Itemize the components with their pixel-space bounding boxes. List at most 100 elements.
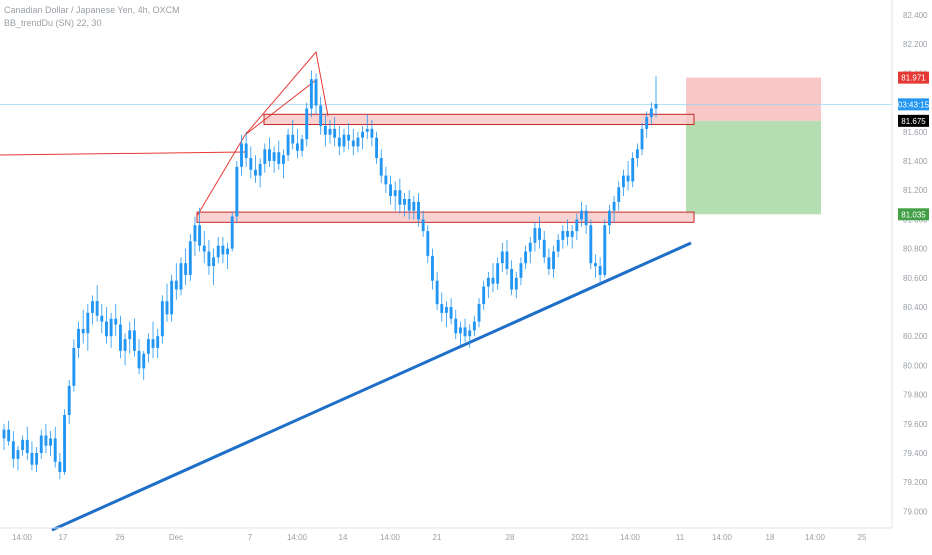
stop-loss-label-bg bbox=[898, 71, 929, 84]
y-tick-label: 79.000 bbox=[903, 507, 928, 516]
candle-body bbox=[53, 438, 57, 462]
uptrend-line bbox=[51, 241, 692, 532]
candle-body bbox=[105, 321, 108, 337]
last-price-label-bg bbox=[898, 114, 929, 127]
y-tick-label: 80.800 bbox=[903, 245, 928, 254]
stop-loss-zone bbox=[686, 77, 821, 121]
y-tick-label: 81.200 bbox=[903, 186, 928, 195]
candle-body bbox=[607, 210, 611, 226]
countdown-label: 03:43:15 bbox=[898, 100, 930, 109]
candle-body bbox=[538, 228, 542, 240]
x-tick-label: 14:00 bbox=[620, 533, 641, 542]
candle-body bbox=[449, 307, 453, 319]
candle-body bbox=[561, 231, 565, 240]
candle-body bbox=[184, 263, 188, 275]
chart-legend: Canadian Dollar / Japanese Yen, 4h, OXCM… bbox=[4, 4, 180, 30]
candles bbox=[2, 70, 658, 480]
x-tick-label: 7 bbox=[248, 533, 253, 542]
candle-body bbox=[547, 257, 551, 270]
candle-body bbox=[500, 251, 504, 264]
candle-body bbox=[575, 219, 579, 232]
axes: 82.40082.20082.00081.80081.60081.40081.2… bbox=[0, 0, 930, 542]
y-tick-label: 80.600 bbox=[903, 274, 928, 283]
candle-body bbox=[621, 175, 625, 188]
support-box bbox=[196, 211, 695, 223]
candle-body bbox=[654, 104, 658, 109]
candle-body bbox=[370, 128, 374, 138]
zigzag-line bbox=[244, 79, 317, 136]
candle-body bbox=[128, 330, 132, 340]
candle-body bbox=[417, 201, 420, 220]
candle-body bbox=[160, 301, 164, 337]
take-profit-zone bbox=[686, 120, 821, 215]
candle-body bbox=[226, 248, 229, 255]
candle-body bbox=[552, 251, 555, 270]
candle-body bbox=[174, 280, 178, 290]
candle-body bbox=[277, 152, 281, 164]
candle-body bbox=[603, 225, 607, 275]
candle-body bbox=[398, 190, 402, 205]
candle-body bbox=[384, 175, 388, 185]
candle-body bbox=[91, 301, 94, 313]
candle-body bbox=[244, 143, 248, 159]
x-tick-label: 14:00 bbox=[380, 533, 401, 542]
candle-body bbox=[188, 241, 192, 275]
candle-body bbox=[454, 318, 458, 334]
candle-body bbox=[347, 134, 351, 141]
candle-body bbox=[35, 453, 39, 465]
candle-body bbox=[379, 158, 383, 176]
candle-body bbox=[309, 79, 313, 109]
x-tick-label: 17 bbox=[59, 533, 68, 542]
y-tick-label: 79.200 bbox=[903, 478, 928, 487]
candle-body bbox=[268, 149, 271, 161]
candle-body bbox=[258, 163, 262, 176]
candle-body bbox=[132, 330, 136, 351]
candle-body bbox=[580, 210, 583, 220]
candle-body bbox=[431, 255, 434, 281]
candle-body bbox=[635, 149, 639, 159]
candle-body bbox=[21, 439, 25, 451]
resistance-box bbox=[263, 113, 695, 125]
candle-body bbox=[566, 231, 569, 237]
candle-body bbox=[58, 461, 62, 472]
candle-body bbox=[570, 231, 574, 237]
candle-body bbox=[44, 435, 48, 446]
candle-body bbox=[235, 166, 239, 217]
candle-body bbox=[193, 225, 197, 242]
candle-body bbox=[472, 321, 476, 331]
candle-body bbox=[510, 269, 514, 290]
candle-body bbox=[254, 169, 257, 176]
candle-body bbox=[165, 301, 169, 315]
candle-body bbox=[617, 187, 621, 202]
x-tick-label: 14:00 bbox=[712, 533, 733, 542]
candle-body bbox=[212, 257, 216, 267]
candle-body bbox=[458, 327, 462, 334]
candle-body bbox=[156, 336, 160, 348]
candle-body bbox=[263, 149, 267, 164]
x-tick-label: 14:00 bbox=[12, 533, 33, 542]
candle-body bbox=[426, 231, 430, 256]
candle-body bbox=[491, 277, 495, 284]
candle-body bbox=[337, 137, 341, 147]
candle-body bbox=[67, 385, 71, 416]
candle-body bbox=[202, 245, 206, 252]
candle-body bbox=[221, 245, 225, 255]
y-tick-label: 80.000 bbox=[903, 361, 928, 370]
candle-body bbox=[49, 438, 53, 446]
x-tick-label: 28 bbox=[506, 533, 515, 542]
candle-body bbox=[649, 108, 653, 118]
candle-body bbox=[528, 242, 532, 252]
candle-body bbox=[291, 134, 295, 144]
candle-body bbox=[435, 280, 439, 305]
candle-body bbox=[403, 198, 406, 205]
candle-body bbox=[305, 108, 309, 140]
stop-loss-label: 81.971 bbox=[901, 74, 926, 83]
x-tick-label: Dec bbox=[169, 533, 183, 542]
candle-body bbox=[123, 339, 127, 351]
x-tick-label: 11 bbox=[676, 533, 685, 542]
candle-body bbox=[314, 79, 318, 106]
candle-body bbox=[240, 143, 243, 167]
candle-body bbox=[519, 263, 523, 278]
